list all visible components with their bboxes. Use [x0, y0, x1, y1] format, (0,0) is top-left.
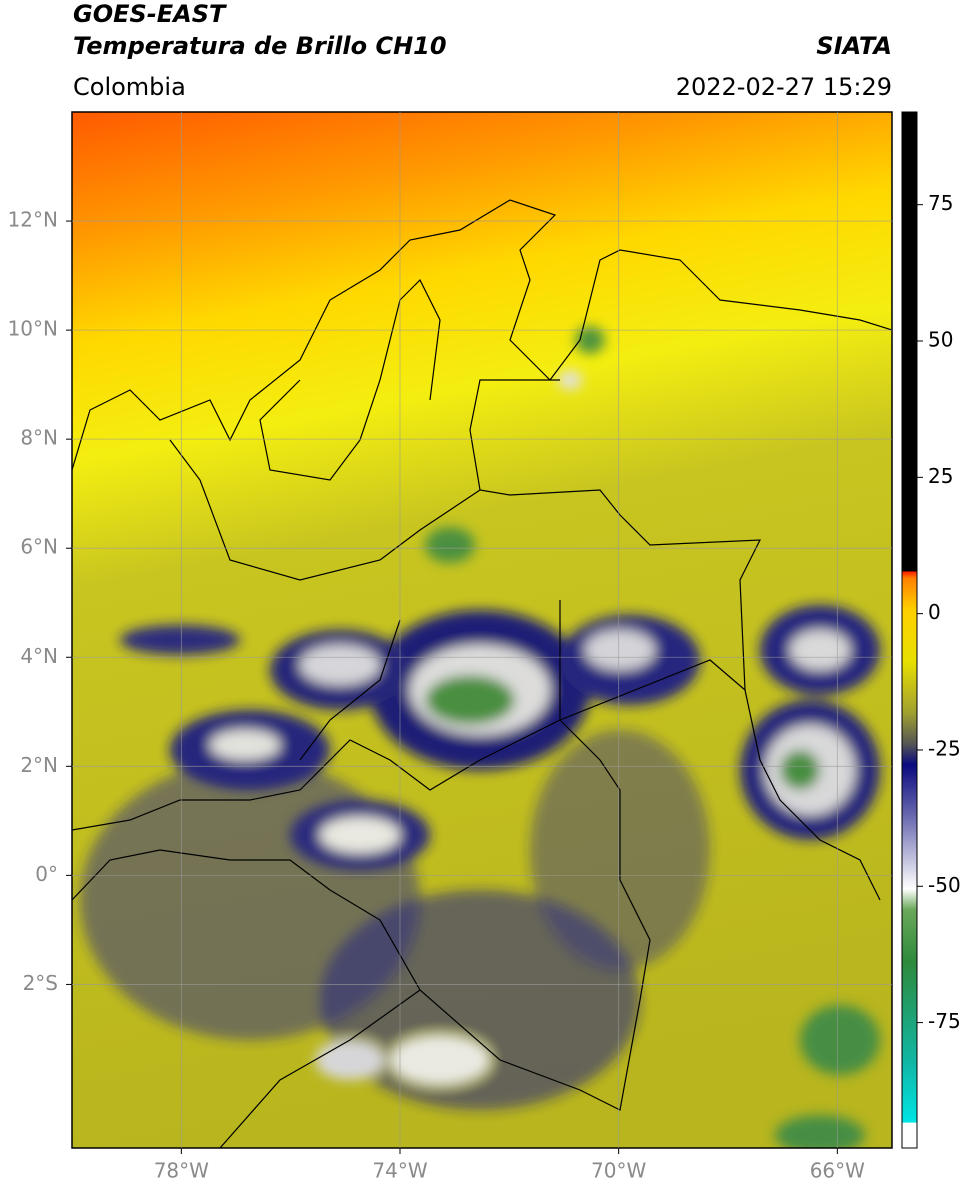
lat-tick-label: 12°N	[8, 208, 58, 232]
borders	[72, 199, 892, 1148]
region: Colombia	[73, 73, 186, 101]
lon-tick-label: 78°W	[154, 1159, 209, 1183]
lon-tick-label: 66°W	[810, 1159, 865, 1183]
map-image	[72, 112, 892, 1148]
lon-tick-label: 74°W	[372, 1159, 427, 1183]
colorbar-tick-label: -50	[928, 873, 961, 897]
map-frame	[71, 111, 893, 1149]
lat-tick-label: 10°N	[8, 317, 58, 341]
lat-tick-label: 2°N	[20, 753, 58, 777]
lat-tick-label: 8°N	[20, 426, 58, 450]
satellite-title: GOES-EAST	[73, 0, 227, 28]
lon-tick-label: 70°W	[591, 1159, 646, 1183]
colorbar-tick-label: -75	[928, 1009, 961, 1033]
lat-tick-label: 2°S	[23, 971, 58, 995]
lat-tick-label: 4°N	[20, 644, 58, 668]
lat-tick-label: 6°N	[20, 535, 58, 559]
colorbar	[901, 111, 918, 1149]
datetime: 2022-02-27 15:29	[676, 73, 892, 101]
product-title: Temperatura de Brillo CH10	[73, 32, 447, 60]
colorbar-tick-label: 75	[928, 191, 953, 215]
colorbar-tick-label: 50	[928, 328, 953, 352]
agency: SIATA	[816, 32, 892, 60]
lat-tick-label: 0°	[35, 862, 58, 886]
colorbar-tick-label: 0	[928, 600, 941, 624]
colorbar-tick-label: -25	[928, 736, 961, 760]
colorbar-tick-label: 25	[928, 464, 953, 488]
